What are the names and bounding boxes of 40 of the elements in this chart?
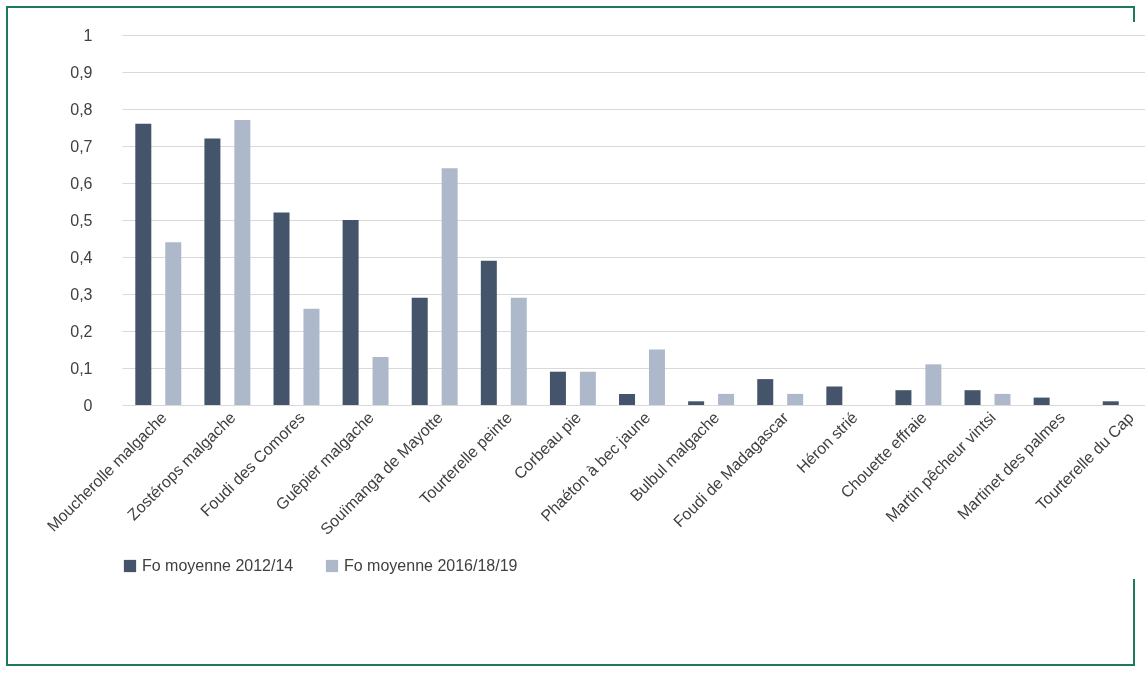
bar xyxy=(441,168,458,405)
y-tick-label: 0 xyxy=(83,396,93,414)
bar xyxy=(165,242,182,405)
bar xyxy=(480,260,497,405)
y-tick-label: 0,1 xyxy=(70,359,93,377)
bar xyxy=(619,393,636,405)
y-tick-label: 0,9 xyxy=(70,63,93,81)
bar xyxy=(718,393,735,405)
bar xyxy=(994,393,1011,405)
bar xyxy=(648,349,665,405)
legend-label: Fo moyenne 2016/18/19 xyxy=(344,557,518,574)
y-tick-label: 0,4 xyxy=(70,248,93,266)
bar xyxy=(204,138,221,405)
bar xyxy=(895,390,912,405)
bar xyxy=(234,120,251,405)
bar xyxy=(510,297,527,405)
y-tick-label: 0,2 xyxy=(70,322,93,340)
bar xyxy=(964,390,981,405)
bar xyxy=(826,386,843,405)
legend-label: Fo moyenne 2012/14 xyxy=(142,557,294,574)
y-tick-label: 0,3 xyxy=(70,285,93,303)
bar xyxy=(688,401,705,405)
bar xyxy=(303,308,320,405)
bar xyxy=(342,220,359,405)
y-tick-label: 0,8 xyxy=(70,100,93,118)
y-tick-label: 0,7 xyxy=(70,137,93,155)
y-tick-label: 1 xyxy=(83,26,93,44)
bar xyxy=(925,364,942,405)
bar xyxy=(1102,401,1119,405)
bar xyxy=(579,371,596,405)
bar xyxy=(757,379,774,405)
bar xyxy=(787,393,804,405)
y-tick-label: 0,5 xyxy=(70,211,93,229)
bar xyxy=(135,123,152,405)
bar xyxy=(411,297,428,405)
bar xyxy=(1033,397,1050,405)
bar xyxy=(549,371,566,405)
bar xyxy=(372,356,389,405)
y-tick-label: 0,6 xyxy=(70,174,93,192)
bar xyxy=(273,212,290,405)
